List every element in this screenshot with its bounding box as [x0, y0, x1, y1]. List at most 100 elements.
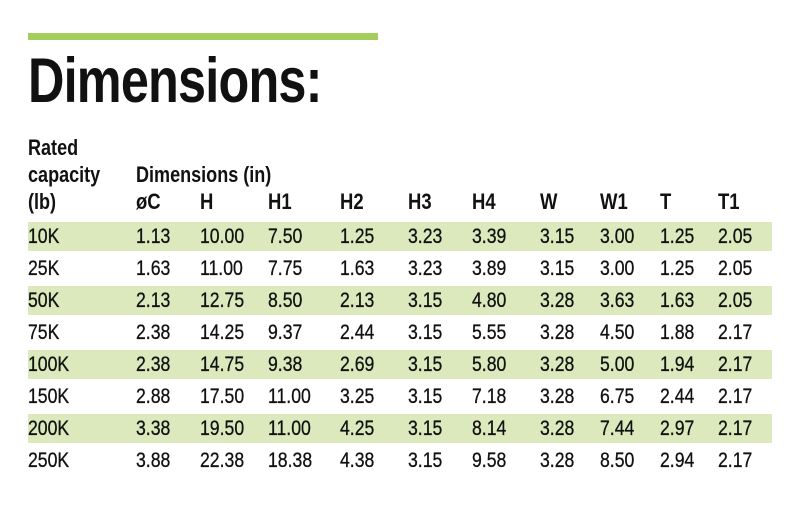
cell-value: 1.88: [660, 320, 695, 344]
corner-header-line: Rated: [28, 135, 79, 160]
cell-value: 2.05: [718, 224, 753, 248]
cell-value: 1.63: [340, 256, 375, 280]
cell-value: 3.28: [540, 384, 575, 408]
cell-value: 3.15: [540, 224, 575, 248]
cell-value: 2.44: [660, 384, 695, 408]
column-header-t1: T1: [718, 189, 740, 214]
cell-capacity: 25K: [28, 256, 60, 280]
cell-value: 2.44: [340, 320, 375, 344]
cell-value: 2.88: [136, 384, 171, 408]
cell-value: 1.94: [660, 352, 695, 376]
cell-value: 2.38: [136, 320, 171, 344]
column-header-w: W: [540, 189, 558, 214]
cell-value: 3.15: [408, 384, 443, 408]
cell-capacity: 100K: [28, 352, 70, 376]
cell-value: 2.38: [136, 352, 171, 376]
cell-value: 2.17: [718, 320, 753, 344]
cell-value: 11.00: [200, 256, 243, 280]
cell-value: 1.25: [660, 224, 695, 248]
column-header-oc: øC: [136, 189, 161, 214]
corner-header-line: (lb): [28, 189, 57, 214]
cell-value: 12.75: [200, 288, 245, 312]
cell-capacity: 10K: [28, 224, 60, 248]
cell-value: 1.25: [660, 256, 695, 280]
table-row: 250K 3.88 22.38 18.38 4.38 3.15 9.58 3.2…: [28, 446, 772, 478]
cell-value: 2.17: [718, 416, 753, 440]
corner-header-rated-capacity: Rated capacity (lb): [28, 134, 136, 215]
dimensions-table: Rated capacity (lb) Dimensions (in) øC H…: [28, 134, 772, 478]
cell-value: 9.58: [472, 448, 507, 472]
cell-value: 14.25: [200, 320, 245, 344]
cell-value: 3.15: [540, 256, 575, 280]
cell-value: 2.17: [718, 352, 753, 376]
corner-header-line: capacity: [28, 162, 101, 187]
group-header-dimensions-in: Dimensions (in): [136, 162, 272, 187]
cell-value: 18.38: [268, 448, 313, 472]
cell-value: 1.63: [136, 256, 171, 280]
cell-capacity: 250K: [28, 448, 70, 472]
table-row: 25K 1.63 11.00 7.75 1.63 3.23 3.89 3.15 …: [28, 254, 772, 286]
table-row: 100K 2.38 14.75 9.38 2.69 3.15 5.80 3.28…: [28, 350, 772, 382]
cell-value: 7.18: [472, 384, 507, 408]
cell-value: 3.00: [600, 256, 635, 280]
cell-value: 2.94: [660, 448, 695, 472]
cell-value: 5.55: [472, 320, 507, 344]
cell-value: 14.75: [200, 352, 245, 376]
column-header-h3: H3: [408, 189, 432, 214]
table-row: 150K 2.88 17.50 11.00 3.25 3.15 7.18 3.2…: [28, 382, 772, 414]
cell-value: 3.23: [408, 224, 443, 248]
cell-value: 4.38: [340, 448, 375, 472]
cell-value: 2.13: [136, 288, 171, 312]
cell-value: 22.38: [200, 448, 245, 472]
cell-value: 17.50: [200, 384, 245, 408]
cell-value: 3.23: [408, 256, 443, 280]
column-header-t: T: [660, 189, 672, 214]
cell-value: 3.15: [408, 448, 443, 472]
cell-value: 2.13: [340, 288, 375, 312]
cell-value: 2.05: [718, 288, 753, 312]
table-row: 50K 2.13 12.75 8.50 2.13 3.15 4.80 3.28 …: [28, 286, 772, 318]
column-header-h1: H1: [268, 189, 292, 214]
cell-value: 11.00: [268, 384, 311, 408]
cell-value: 3.28: [540, 448, 575, 472]
cell-value: 8.50: [268, 288, 303, 312]
cell-value: 3.00: [600, 224, 635, 248]
cell-value: 2.05: [718, 256, 753, 280]
cell-value: 1.63: [660, 288, 695, 312]
cell-value: 7.50: [268, 224, 303, 248]
column-header-h4: H4: [472, 189, 496, 214]
column-header-h: H: [200, 189, 214, 214]
cell-value: 1.25: [340, 224, 375, 248]
cell-capacity: 150K: [28, 384, 70, 408]
cell-value: 3.28: [540, 288, 575, 312]
cell-value: 3.88: [136, 448, 171, 472]
cell-value: 19.50: [200, 416, 245, 440]
cell-value: 3.15: [408, 352, 443, 376]
cell-value: 3.15: [408, 288, 443, 312]
cell-value: 5.00: [600, 352, 635, 376]
cell-value: 11.00: [268, 416, 311, 440]
cell-value: 3.28: [540, 352, 575, 376]
column-header-h2: H2: [340, 189, 364, 214]
cell-value: 3.25: [340, 384, 375, 408]
column-header-w1: W1: [600, 189, 628, 214]
cell-value: 10.00: [200, 224, 245, 248]
cell-value: 2.17: [718, 384, 753, 408]
accent-bar: [28, 33, 378, 40]
cell-value: 7.44: [600, 416, 635, 440]
cell-value: 4.50: [600, 320, 635, 344]
cell-capacity: 200K: [28, 416, 70, 440]
cell-value: 4.25: [340, 416, 375, 440]
cell-value: 9.37: [268, 320, 303, 344]
cell-capacity: 50K: [28, 288, 60, 312]
table-header: Rated capacity (lb) Dimensions (in) øC H…: [28, 134, 772, 215]
cell-value: 2.69: [340, 352, 375, 376]
table-row: 10K 1.13 10.00 7.50 1.25 3.23 3.39 3.15 …: [28, 222, 772, 254]
cell-value: 8.50: [600, 448, 635, 472]
cell-value: 3.89: [472, 256, 507, 280]
cell-value: 3.15: [408, 320, 443, 344]
cell-value: 3.63: [600, 288, 635, 312]
cell-value: 2.97: [660, 416, 695, 440]
cell-value: 3.15: [408, 416, 443, 440]
